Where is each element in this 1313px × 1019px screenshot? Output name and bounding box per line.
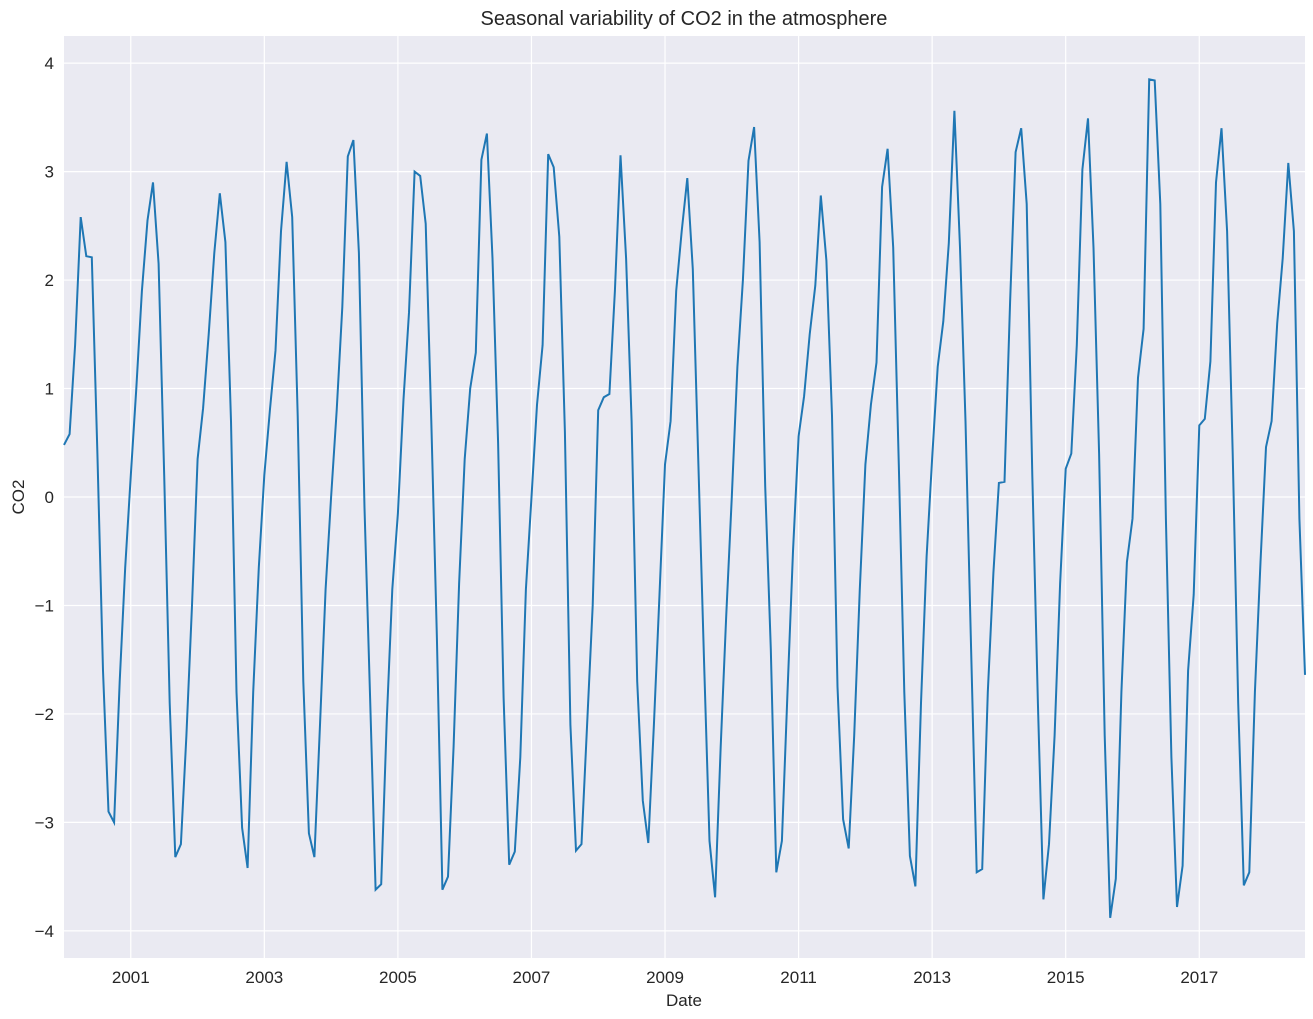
y-tick-label: 1 xyxy=(45,380,54,399)
x-axis-label: Date xyxy=(666,991,702,1010)
x-tick-label: 2005 xyxy=(379,968,417,987)
y-tick-labels: 4 3 2 1 0 −1 −2 −3 −4 xyxy=(35,54,54,941)
y-tick-label: −3 xyxy=(35,813,54,832)
y-tick-label: 3 xyxy=(45,163,54,182)
y-tick-label: 0 xyxy=(45,488,54,507)
x-tick-label: 2009 xyxy=(646,968,684,987)
x-tick-label: 2007 xyxy=(513,968,551,987)
chart-title: Seasonal variability of CO2 in the atmos… xyxy=(481,8,888,30)
y-tick-label: −2 xyxy=(35,705,54,724)
x-tick-label: 2011 xyxy=(780,968,817,987)
y-tick-label: 2 xyxy=(45,271,54,290)
x-tick-label: 2013 xyxy=(913,968,951,987)
y-tick-label: −4 xyxy=(35,922,54,941)
x-tick-label: 2017 xyxy=(1180,968,1218,987)
y-tick-label: 4 xyxy=(45,54,54,73)
x-tick-label: 2003 xyxy=(245,968,283,987)
co2-series-line xyxy=(63,78,1306,919)
y-gridlines xyxy=(64,62,1305,932)
y-axis-label: CO2 xyxy=(9,480,28,515)
x-tick-label: 2001 xyxy=(112,968,150,987)
y-tick-label: −1 xyxy=(35,596,54,615)
x-tick-label: 2015 xyxy=(1047,968,1085,987)
x-tick-labels: 2001 2003 2005 2007 2009 2011 2013 2015 2017 xyxy=(112,968,1218,987)
